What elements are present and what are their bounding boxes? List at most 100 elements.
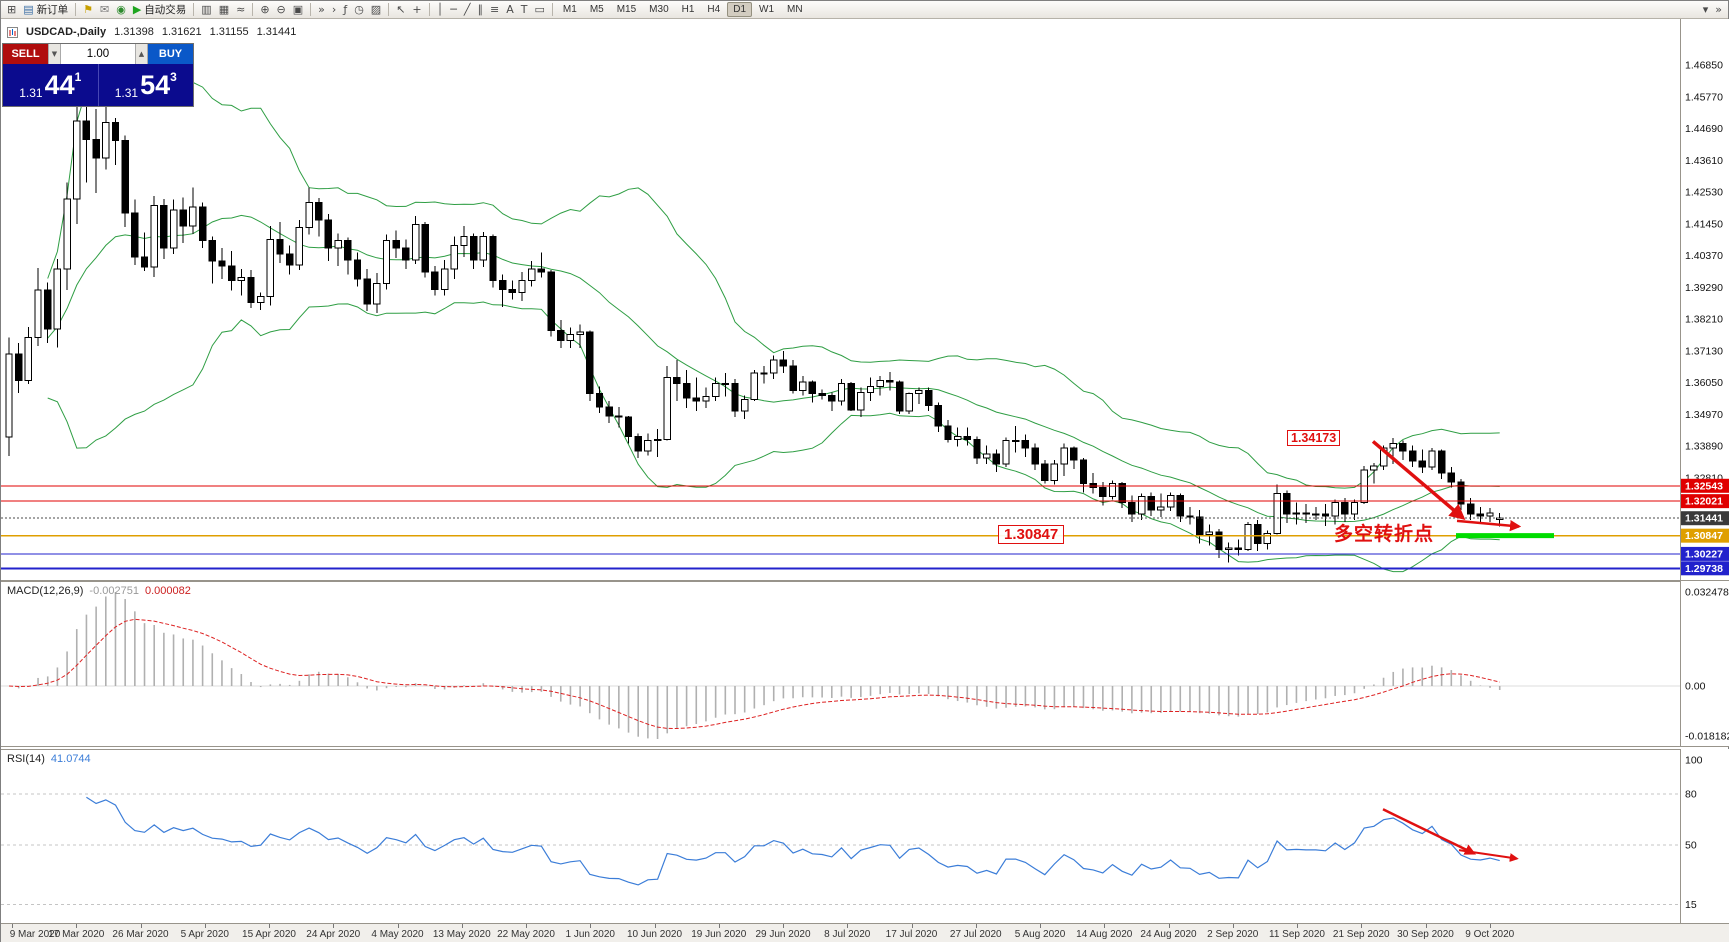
sell-price-display[interactable]: 1.31 44 1 [3, 64, 98, 106]
date-label: 5 Aug 2020 [1014, 929, 1066, 940]
toolbar-separator [193, 3, 195, 16]
timeframe-d1-button[interactable]: D1 [727, 2, 753, 17]
bar-chart-icon[interactable]: ▥ [198, 2, 214, 18]
horizontal-line-icon[interactable]: ─ [447, 2, 460, 18]
lot-size-input[interactable] [61, 44, 135, 64]
cursor-icon: ↖ [396, 2, 406, 16]
new-order-button[interactable]: ▤ 新订单 [20, 2, 71, 18]
periods-icon: ◷ [354, 2, 364, 16]
candlestick-chart-icon[interactable]: ▦ [216, 2, 232, 18]
svg-text:1.32543: 1.32543 [1685, 480, 1723, 492]
one-click-trading-panel: SELL ▼ ▲ BUY 1.31 44 1 1.31 54 3 [2, 43, 194, 107]
svg-text:100: 100 [1685, 755, 1703, 767]
autotrading-icon: ▶ [132, 2, 142, 16]
toolbar-separator [388, 3, 390, 16]
date-label: 8 Jul 2020 [824, 929, 871, 940]
buy-price-pipette: 3 [170, 70, 177, 84]
macd-value: -0.002751 [89, 585, 139, 597]
shapes-icon[interactable]: ▭ [532, 2, 548, 18]
tile-windows-icon: ▣ [292, 2, 304, 16]
peak-price-annotation[interactable]: 1.34173 [1287, 430, 1341, 446]
macd-indicator-pane[interactable]: 0.032478 0.00 -0.018182 [1, 581, 1729, 747]
date-tick [783, 924, 784, 928]
svg-text:1.30847: 1.30847 [1685, 530, 1723, 542]
label-icon: T [520, 2, 528, 16]
turning-point-annotation[interactable]: 多空转折点 [1334, 524, 1435, 545]
trendline-icon[interactable]: ╱ [461, 2, 474, 18]
bar-chart-icon: ▥ [201, 2, 212, 16]
channel-icon[interactable]: ∥ [475, 2, 487, 18]
vertical-line-icon[interactable]: │ [434, 2, 447, 18]
crosshair-icon[interactable]: + [409, 2, 424, 18]
main-toolbar: ⊞ ▤ 新订单 ⚑ ✉ ◉ ▶ 自动交易 ▥ ▦ ≈ ⊕ ⊖ ▣» › ƒ ◷ ▨ ↖ + │ ─ ╱ ∥ ≡ A T ▭ M1 M5 M1… [1, 1, 1728, 19]
new-chart-icon[interactable]: ⊞ [4, 2, 19, 18]
lot-increase-button[interactable]: ▲ [135, 44, 148, 64]
svg-text:1.46850: 1.46850 [1685, 60, 1723, 72]
templates-icon[interactable]: ▨ [368, 2, 384, 18]
indicators-icon: ƒ [343, 2, 348, 16]
market-news-icon: ◉ [116, 2, 126, 16]
indicators-icon[interactable]: ƒ [340, 2, 350, 18]
rsi-indicator-pane[interactable]: 100 80 50 15 [1, 749, 1729, 923]
auto-scroll-icon[interactable]: » [315, 2, 328, 18]
toolbar-overflow-icon[interactable]: » [1712, 2, 1725, 18]
periods-icon[interactable]: ◷ [351, 2, 367, 18]
sell-price-pipette: 1 [74, 70, 82, 84]
svg-text:80: 80 [1685, 789, 1697, 801]
chart-shift-icon: › [331, 2, 337, 16]
mailbox-icon[interactable]: ✉ [97, 2, 112, 18]
date-tick [590, 924, 592, 928]
date-label: 17 Mar 2020 [48, 929, 105, 940]
date-tick [1104, 924, 1106, 928]
line-chart-icon[interactable]: ≈ [233, 2, 248, 18]
label-icon[interactable]: T [518, 2, 531, 18]
sell-button[interactable]: SELL [3, 44, 48, 64]
timeframe-h4-button[interactable]: H4 [707, 4, 721, 15]
date-label: 15 Apr 2020 [242, 929, 296, 940]
timeframe-m30-button[interactable]: M30 [649, 4, 669, 15]
text-icon[interactable]: A [503, 2, 517, 18]
svg-text:1.42530: 1.42530 [1685, 187, 1723, 199]
tile-windows-icon[interactable]: ▣ [290, 2, 306, 18]
rsi-indicator-label: RSI(14) 41.0744 [7, 753, 91, 765]
zoom-out-icon[interactable]: ⊖ [274, 2, 289, 18]
timeframe-m5-button[interactable]: M5 [589, 4, 604, 15]
timeframe-m15-button[interactable]: M15 [616, 4, 637, 15]
lot-decrease-button[interactable]: ▼ [48, 44, 61, 64]
market-news-icon[interactable]: ◉ [113, 2, 129, 18]
date-axis[interactable]: 9 Mar 2020 17 Mar 2020 26 Mar 2020 5 Apr 20… [1, 923, 1729, 942]
support-price-annotation[interactable]: 1.30847 [998, 525, 1065, 544]
date-tick [333, 924, 335, 928]
cursor-icon[interactable]: ↖ [393, 2, 408, 18]
date-tick [204, 924, 206, 928]
candlestick-chart-icon: ▦ [218, 2, 230, 16]
zoom-in-icon[interactable]: ⊕ [257, 2, 272, 18]
dock-icon[interactable]: ▾ [1700, 2, 1712, 18]
chart-shift-icon[interactable]: › [329, 2, 339, 18]
price-chart-pane[interactable]: 1.46850 1.45770 1.44690 1.43610 1.42530 1.414… [1, 19, 1729, 581]
fibonacci-icon[interactable]: ≡ [487, 2, 502, 18]
timeframe-mn-button[interactable]: MN [787, 4, 803, 15]
date-label: 17 Jul 2020 [885, 929, 938, 940]
buy-price-display[interactable]: 1.31 54 3 [99, 64, 194, 106]
timeframe-w1-button[interactable]: W1 [759, 4, 775, 15]
macd-histogram [17, 592, 1501, 739]
date-tick [1297, 924, 1298, 928]
trade-panel-divider [97, 64, 99, 106]
buy-button[interactable]: BUY [148, 44, 193, 64]
autotrading-button[interactable]: ▶ 自动交易 [130, 2, 189, 18]
chart-window-icon [7, 26, 18, 38]
date-tick [1361, 924, 1363, 928]
timeframe-m1-button[interactable]: M1 [562, 4, 577, 15]
svg-text:1.37130: 1.37130 [1685, 345, 1723, 357]
svg-text:1.43610: 1.43610 [1685, 155, 1723, 167]
symbol-timeframe-label: USDCAD-,Daily [26, 26, 107, 38]
timeframe-h1-button[interactable]: H1 [681, 4, 695, 15]
date-label: 9 Mar 2020 [9, 929, 61, 940]
svg-text:1.44690: 1.44690 [1685, 123, 1723, 135]
date-tick [1489, 924, 1491, 928]
macd-scale: 0.032478 0.00 -0.018182 [1680, 581, 1729, 747]
alert-icon[interactable]: ⚑ [80, 2, 96, 18]
date-tick [911, 924, 913, 928]
